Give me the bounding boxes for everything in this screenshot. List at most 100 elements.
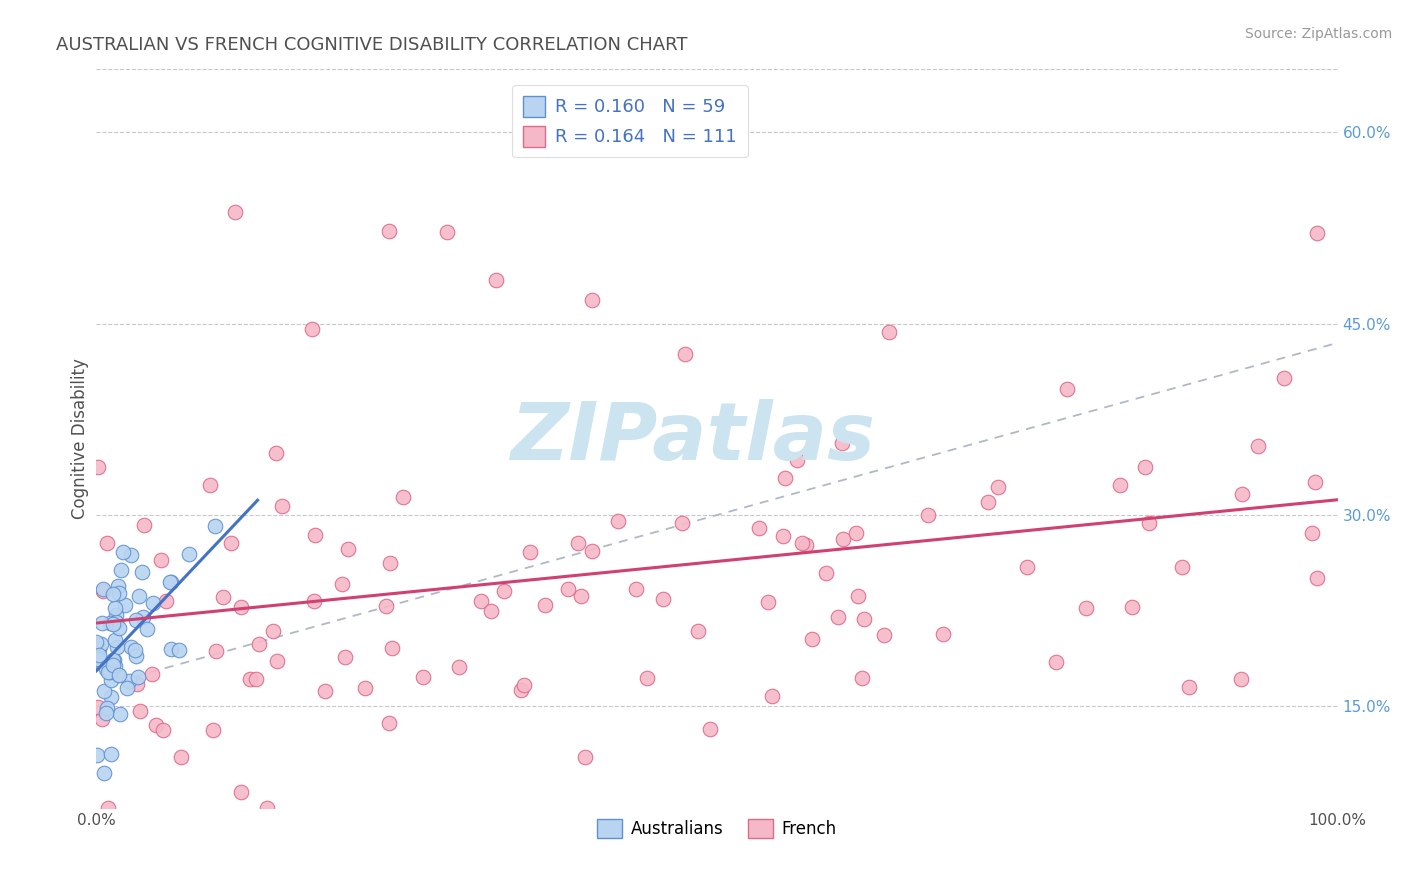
Point	[127, 670, 149, 684]
Point	[1133, 460, 1156, 475]
Point	[761, 689, 783, 703]
Point	[831, 435, 853, 450]
Point	[479, 604, 502, 618]
Point	[790, 536, 813, 550]
Point	[756, 595, 779, 609]
Point	[484, 273, 506, 287]
Point	[574, 750, 596, 764]
Point	[87, 652, 110, 666]
Point	[229, 599, 252, 614]
Point	[1015, 559, 1038, 574]
Point	[786, 453, 808, 467]
Point	[87, 699, 110, 714]
Point	[121, 549, 143, 563]
Point	[1230, 672, 1253, 686]
Point	[624, 582, 647, 596]
Point	[337, 542, 360, 557]
Point	[699, 722, 721, 736]
Point	[852, 612, 875, 626]
Point	[145, 717, 167, 731]
Point	[271, 499, 294, 513]
Point	[224, 204, 246, 219]
Point	[686, 624, 709, 639]
Point	[851, 671, 873, 685]
Point	[391, 490, 413, 504]
Point	[86, 748, 108, 763]
Point	[108, 621, 131, 635]
Point	[873, 628, 896, 642]
Point	[98, 665, 121, 679]
Point	[447, 660, 470, 674]
Point	[987, 480, 1010, 494]
Point	[198, 478, 221, 492]
Point	[378, 557, 401, 571]
Point	[569, 589, 592, 603]
Point	[100, 747, 122, 761]
Point	[111, 544, 134, 558]
Point	[845, 526, 868, 541]
Point	[581, 293, 603, 308]
Y-axis label: Cognitive Disability: Cognitive Disability	[72, 358, 89, 519]
Point	[179, 548, 201, 562]
Point	[103, 658, 125, 673]
Point	[96, 701, 118, 715]
Point	[827, 610, 849, 624]
Point	[262, 624, 284, 639]
Point	[93, 684, 115, 698]
Point	[105, 640, 128, 654]
Point	[1121, 600, 1143, 615]
Point	[91, 584, 114, 599]
Point	[120, 640, 142, 655]
Point	[219, 536, 242, 550]
Point	[142, 597, 165, 611]
Point	[94, 662, 117, 676]
Point	[1247, 439, 1270, 453]
Point	[374, 599, 396, 614]
Point	[256, 801, 278, 815]
Point	[90, 637, 112, 651]
Point	[814, 566, 837, 580]
Point	[1272, 370, 1295, 384]
Text: AUSTRALIAN VS FRENCH COGNITIVE DISABILITY CORRELATION CHART: AUSTRALIAN VS FRENCH COGNITIVE DISABILIT…	[56, 36, 688, 54]
Point	[169, 750, 191, 764]
Point	[108, 706, 131, 721]
Point	[977, 494, 1000, 508]
Point	[91, 582, 114, 596]
Point	[125, 613, 148, 627]
Point	[124, 649, 146, 664]
Point	[202, 723, 225, 738]
Point	[748, 521, 770, 535]
Point	[636, 671, 658, 685]
Point	[100, 673, 122, 687]
Point	[436, 225, 458, 239]
Point	[152, 723, 174, 738]
Point	[229, 784, 252, 798]
Point	[104, 601, 127, 615]
Point	[84, 635, 107, 649]
Point	[534, 599, 557, 613]
Point	[794, 538, 817, 552]
Point	[104, 607, 127, 622]
Point	[567, 536, 589, 550]
Point	[124, 643, 146, 657]
Point	[107, 579, 129, 593]
Point	[651, 591, 673, 606]
Point	[301, 322, 323, 336]
Point	[128, 590, 150, 604]
Point	[204, 518, 226, 533]
Point	[1056, 382, 1078, 396]
Point	[104, 633, 127, 648]
Point	[1045, 656, 1067, 670]
Point	[114, 599, 136, 613]
Legend: Australians, French: Australians, French	[591, 812, 844, 845]
Point	[581, 544, 603, 558]
Point	[1076, 601, 1098, 615]
Point	[141, 666, 163, 681]
Point	[108, 586, 131, 600]
Point	[1306, 571, 1329, 585]
Point	[89, 648, 111, 662]
Point	[129, 704, 152, 718]
Point	[87, 655, 110, 669]
Point	[1230, 487, 1253, 501]
Point	[87, 642, 110, 657]
